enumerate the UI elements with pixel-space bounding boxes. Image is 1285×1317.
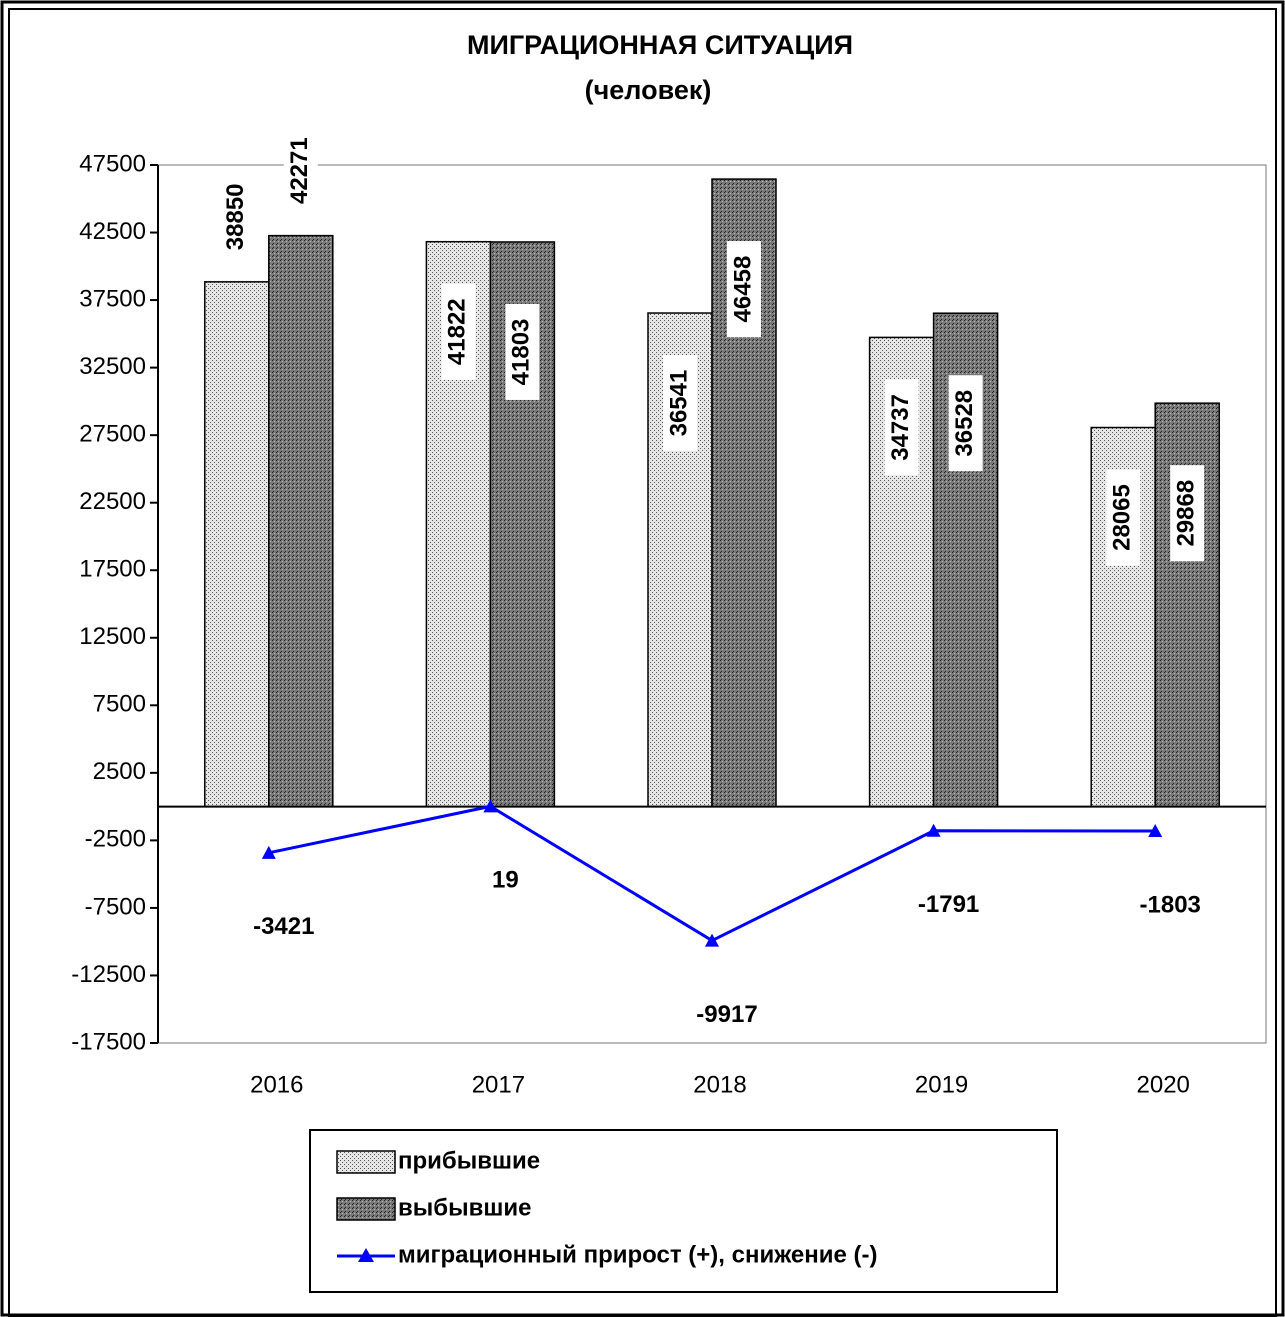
legend-label: миграционный прирост (+), снижение (-) <box>398 1241 878 1268</box>
y-tick-label: 7500 <box>93 691 146 718</box>
value-label-bg <box>1170 465 1205 562</box>
y-tick-label: -12500 <box>71 961 146 988</box>
inner-frame <box>8 8 1277 1317</box>
value-label: -9917 <box>696 1001 757 1028</box>
marker <box>483 799 498 813</box>
legend-swatch <box>336 1150 396 1174</box>
value-label-bg <box>441 283 476 380</box>
y-tick-label: 42500 <box>79 218 146 245</box>
value-label: 29868 <box>1173 480 1200 547</box>
y-tick-label: 2500 <box>93 758 146 785</box>
value-label-bg <box>663 355 697 452</box>
value-label: 34737 <box>887 394 914 461</box>
value-label: 41822 <box>444 298 471 365</box>
bar <box>204 281 270 808</box>
chart-title: МИГРАЦИОННАЯ СИТУАЦИЯ <box>467 30 853 60</box>
line <box>268 804 1156 943</box>
legend <box>309 1129 1058 1293</box>
y-tick-label: 22500 <box>79 488 146 515</box>
y-tick-label: 32500 <box>79 353 146 380</box>
value-label: 41803 <box>508 319 535 386</box>
y-tick-label: 17500 <box>79 556 146 583</box>
marker <box>926 823 941 837</box>
value-label: 19 <box>492 867 519 894</box>
legend-marker <box>358 1248 374 1262</box>
value-label: 46458 <box>729 256 756 323</box>
value-label-bg <box>727 241 761 338</box>
value-label: -3421 <box>253 913 314 940</box>
value-label: 42271 <box>286 137 313 204</box>
value-label-bg <box>505 303 540 400</box>
y-tick-label: 47500 <box>79 150 146 177</box>
value-label-bg <box>948 375 983 472</box>
legend-swatch <box>336 1197 396 1221</box>
value-label-bg <box>1106 469 1141 566</box>
x-tick-label: 2016 <box>250 1071 303 1098</box>
marker <box>1148 823 1163 837</box>
y-tick-label: 37500 <box>79 285 146 312</box>
legend-label: прибывшие <box>398 1147 540 1174</box>
x-tick-label: 2018 <box>693 1071 746 1098</box>
legend-label: выбывшие <box>398 1194 531 1221</box>
x-tick-label: 2017 <box>472 1071 525 1098</box>
bar <box>268 234 334 808</box>
bar <box>1154 402 1220 808</box>
marker <box>261 845 276 859</box>
marker <box>705 933 719 947</box>
value-label-bg <box>219 168 254 265</box>
value-label: 38850 <box>222 183 249 250</box>
value-label-bg <box>283 122 318 219</box>
y-tick-label: -17500 <box>71 1028 146 1055</box>
x-tick-label: 2020 <box>1137 1071 1190 1098</box>
y-tick-label: -2500 <box>85 826 146 853</box>
chart-subtitle: (человек) <box>585 75 712 105</box>
value-label: 28065 <box>1109 484 1136 551</box>
value-label-bg <box>884 379 919 476</box>
y-tick-label: 12500 <box>79 623 146 650</box>
y-tick-label: -7500 <box>85 893 146 920</box>
x-tick-label: 2019 <box>915 1071 968 1098</box>
value-label: 36541 <box>665 370 692 437</box>
value-label: 36528 <box>951 390 978 457</box>
y-tick-label: 27500 <box>79 420 146 447</box>
value-label: -1803 <box>1140 891 1201 918</box>
value-label: -1791 <box>918 891 979 918</box>
